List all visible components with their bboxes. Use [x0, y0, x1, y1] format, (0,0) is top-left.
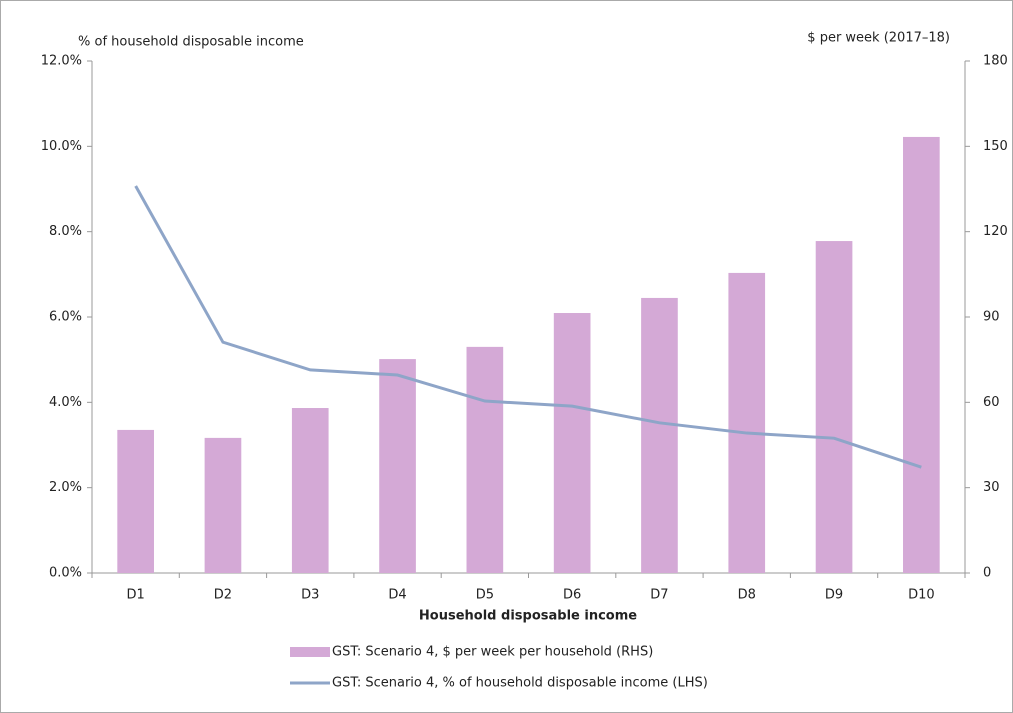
bar: [379, 359, 416, 573]
y2-tick-label: 150: [983, 139, 1008, 154]
bar: [291, 408, 329, 573]
x-tick-label: D6: [563, 588, 581, 603]
y-tick-label: 2.0%: [49, 480, 82, 495]
x-tick-label: D10: [908, 588, 935, 603]
x-tick-label: D9: [825, 588, 843, 603]
y-tick-label: 8.0%: [49, 224, 82, 239]
y2-tick-label: 120: [983, 224, 1008, 239]
bar: [466, 346, 504, 573]
y-tick-label: 0.0%: [49, 566, 82, 581]
bar: [204, 437, 242, 573]
x-tick-label: D5: [476, 588, 494, 603]
x-tick-label: D2: [214, 588, 232, 603]
y2-axis-label: $ per week (2017–18): [807, 31, 950, 46]
y2-tick-label: 180: [983, 54, 1008, 69]
y-tick-label: 10.0%: [41, 139, 82, 154]
x-tick-label: D3: [301, 588, 319, 603]
y-axis-label: % of household disposable income: [78, 35, 304, 50]
y2-tick-label: 90: [983, 310, 1000, 325]
line: [134, 185, 922, 469]
y2-tick-label: 60: [983, 395, 1000, 410]
x-tick-label: D8: [738, 588, 756, 603]
x-tick-label: D4: [388, 588, 406, 603]
bar: [117, 429, 154, 573]
legend-swatch: [290, 647, 330, 657]
y2-tick-label: 0: [983, 566, 991, 581]
legend-label: GST: Scenario 4, % of household disposab…: [332, 676, 708, 691]
bar: [641, 297, 678, 573]
x-tick-label: D1: [127, 588, 145, 603]
bar: [815, 241, 853, 573]
legend-label: GST: Scenario 4, $ per week per househol…: [332, 645, 653, 660]
bar: [728, 272, 766, 573]
bar: [903, 136, 940, 574]
bar: [553, 313, 591, 573]
x-axis-label: Household disposable income: [419, 609, 637, 624]
y-tick-label: 6.0%: [49, 310, 82, 325]
x-tick-label: D7: [650, 588, 668, 603]
y-tick-label: 12.0%: [41, 54, 82, 69]
y2-tick-label: 30: [983, 480, 1000, 495]
y-tick-label: 4.0%: [49, 395, 82, 410]
